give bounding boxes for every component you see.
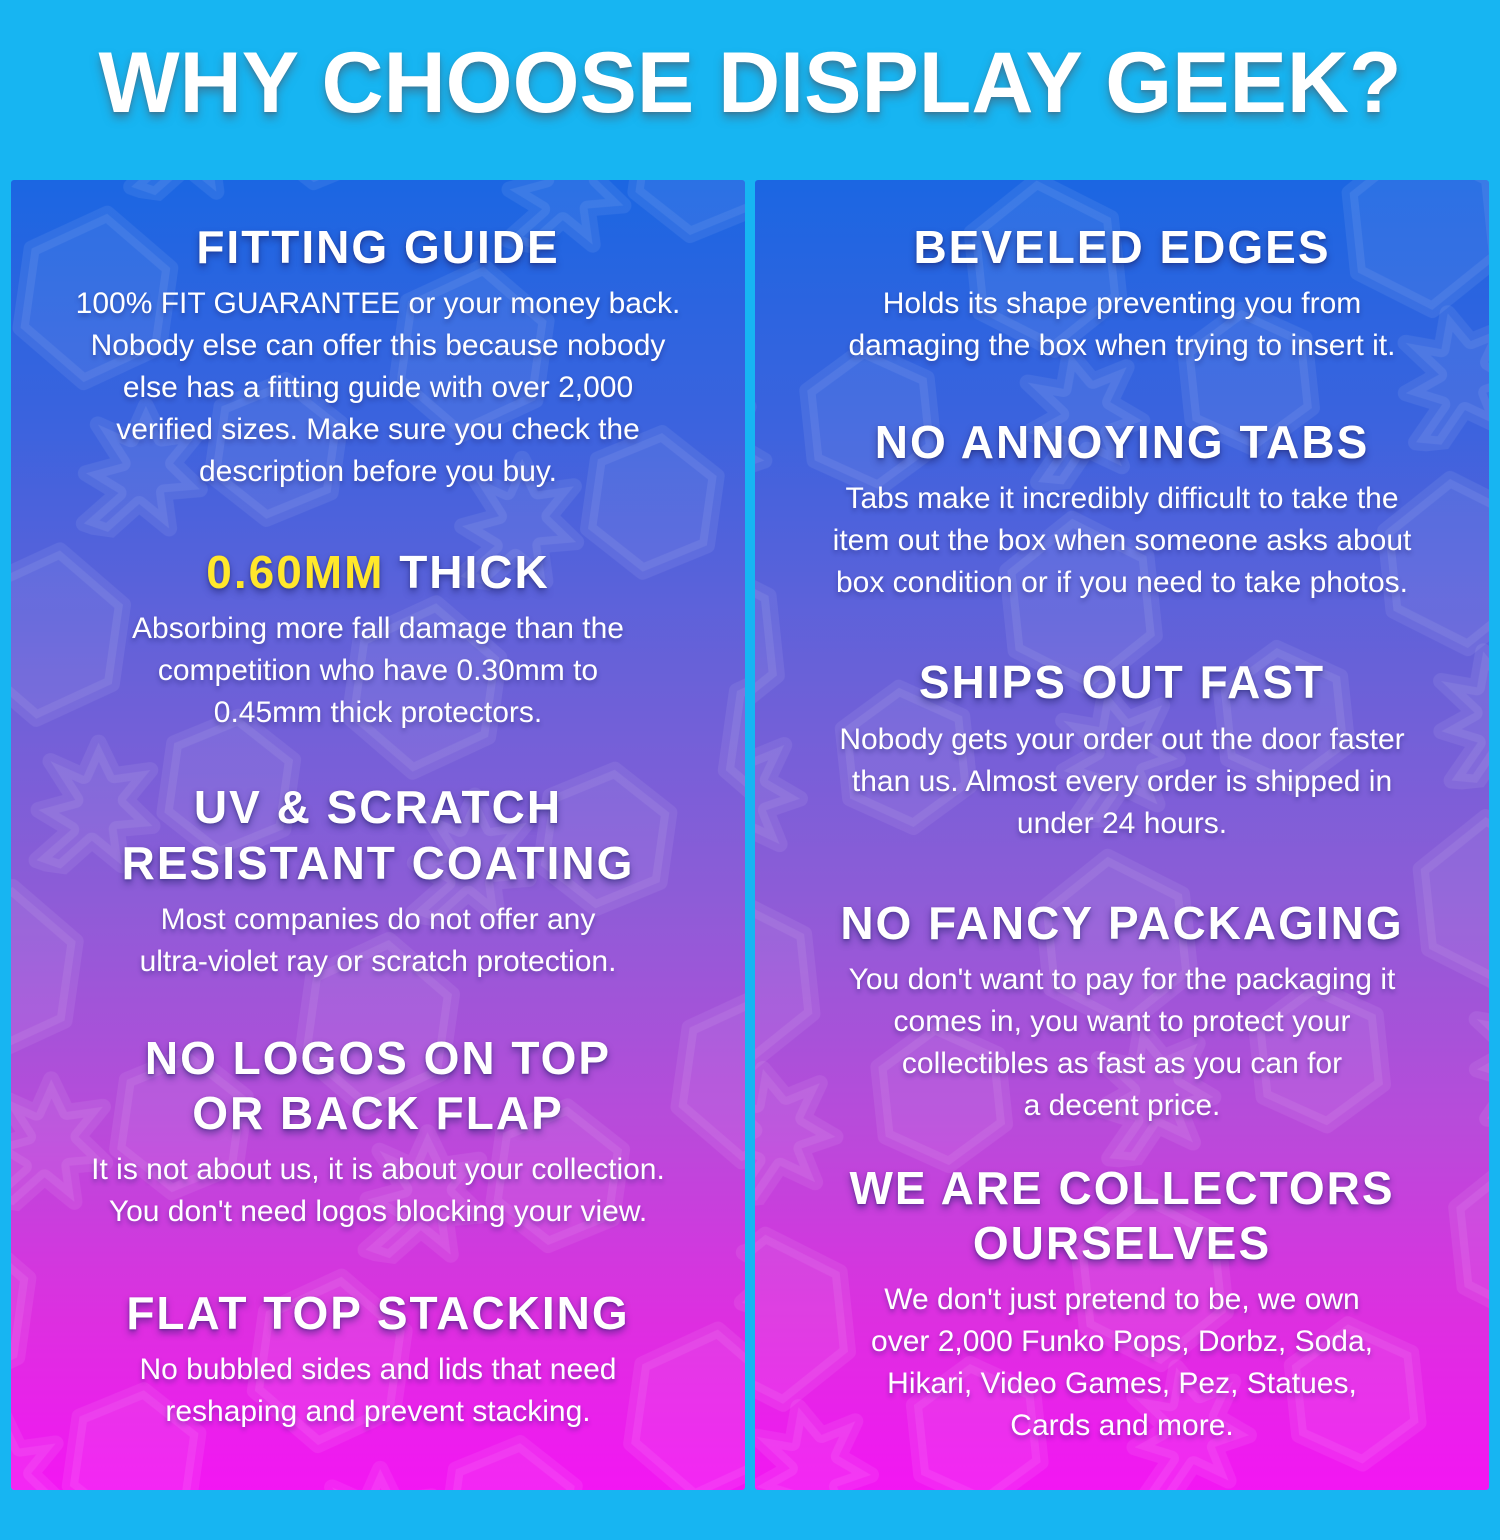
- feature-no-packaging: NO FANCY PACKAGING You don't want to pay…: [763, 896, 1481, 1127]
- feature-body: No bubbled sides and lids that need resh…: [139, 1353, 617, 1429]
- feature-fitting-guide: FITTING GUIDE 100% FIT GUARANTEE or your…: [19, 220, 737, 493]
- feature-heading: FLAT TOP STACKING: [19, 1286, 737, 1341]
- feature-body: 100% FIT GUARANTEE or your money back. N…: [75, 287, 681, 489]
- feature-body: It is not about us, it is about your col…: [91, 1153, 665, 1229]
- page-title: WHY CHOOSE DISPLAY GEEK?: [0, 40, 1500, 126]
- feature-heading-text: FITTING GUIDE: [196, 221, 560, 273]
- feature-columns: FITTING GUIDE 100% FIT GUARANTEE or your…: [0, 180, 1500, 1490]
- feature-body: You don't want to pay for the packaging …: [848, 962, 1396, 1122]
- right-panel: BEVELED EDGES Holds its shape preventing…: [755, 180, 1489, 1490]
- feature-heading: NO ANNOYING TABS: [763, 415, 1481, 470]
- feature-no-logos: NO LOGOS ON TOP OR BACK FLAP It is not a…: [19, 1031, 737, 1233]
- feature-no-tabs: NO ANNOYING TABS Tabs make it incredibly…: [763, 415, 1481, 604]
- feature-collectors: WE ARE COLLECTORS OURSELVES We don't jus…: [763, 1161, 1481, 1447]
- page-title-text: WHY CHOOSE DISPLAY GEEK?: [98, 35, 1402, 131]
- feature-heading-text: UV & SCRATCH RESISTANT COATING: [121, 781, 635, 889]
- feature-heading-text: FLAT TOP STACKING: [126, 1287, 630, 1340]
- feature-thickness: 0.60MM THICK Absorbing more fall damage …: [19, 545, 737, 734]
- feature-beveled-edges: BEVELED EDGES Holds its shape preventing…: [763, 220, 1481, 367]
- feature-uv-coating: UV & SCRATCH RESISTANT COATING Most comp…: [19, 780, 737, 982]
- feature-heading: NO LOGOS ON TOP OR BACK FLAP: [19, 1031, 737, 1141]
- feature-heading: FITTING GUIDE: [19, 220, 737, 275]
- feature-body: Tabs make it incredibly difficult to tak…: [832, 482, 1412, 600]
- feature-heading: 0.60MM THICK: [19, 545, 737, 600]
- feature-body: Holds its shape preventing you from dama…: [848, 287, 1396, 363]
- feature-ships-fast: SHIPS OUT FAST Nobody gets your order ou…: [763, 655, 1481, 844]
- feature-flat-top: FLAT TOP STACKING No bubbled sides and l…: [19, 1286, 737, 1433]
- feature-heading-accent: 0.60MM: [206, 546, 385, 599]
- feature-heading-text: THICK: [384, 546, 550, 599]
- feature-heading-text: WE ARE COLLECTORS OURSELVES: [849, 1161, 1395, 1269]
- feature-heading: NO FANCY PACKAGING: [763, 896, 1481, 951]
- feature-heading-text: NO FANCY PACKAGING: [840, 896, 1404, 949]
- feature-heading-text: BEVELED EDGES: [913, 221, 1331, 273]
- feature-heading-text: NO ANNOYING TABS: [874, 416, 1370, 469]
- feature-heading: BEVELED EDGES: [763, 220, 1481, 275]
- left-panel-content: FITTING GUIDE 100% FIT GUARANTEE or your…: [11, 180, 745, 1433]
- left-panel: FITTING GUIDE 100% FIT GUARANTEE or your…: [11, 180, 745, 1490]
- feature-body: Nobody gets your order out the door fast…: [839, 722, 1405, 840]
- feature-heading: SHIPS OUT FAST: [763, 655, 1481, 710]
- feature-body: We don't just pretend to be, we own over…: [871, 1283, 1373, 1443]
- feature-heading: UV & SCRATCH RESISTANT COATING: [19, 780, 737, 890]
- feature-heading: WE ARE COLLECTORS OURSELVES: [763, 1161, 1481, 1271]
- feature-body: Most companies do not offer any ultra-vi…: [139, 902, 617, 978]
- feature-body: Absorbing more fall damage than the comp…: [132, 612, 624, 730]
- feature-heading-text: NO LOGOS ON TOP OR BACK FLAP: [144, 1031, 612, 1139]
- right-panel-content: BEVELED EDGES Holds its shape preventing…: [755, 180, 1489, 1447]
- feature-heading-text: SHIPS OUT FAST: [918, 656, 1326, 709]
